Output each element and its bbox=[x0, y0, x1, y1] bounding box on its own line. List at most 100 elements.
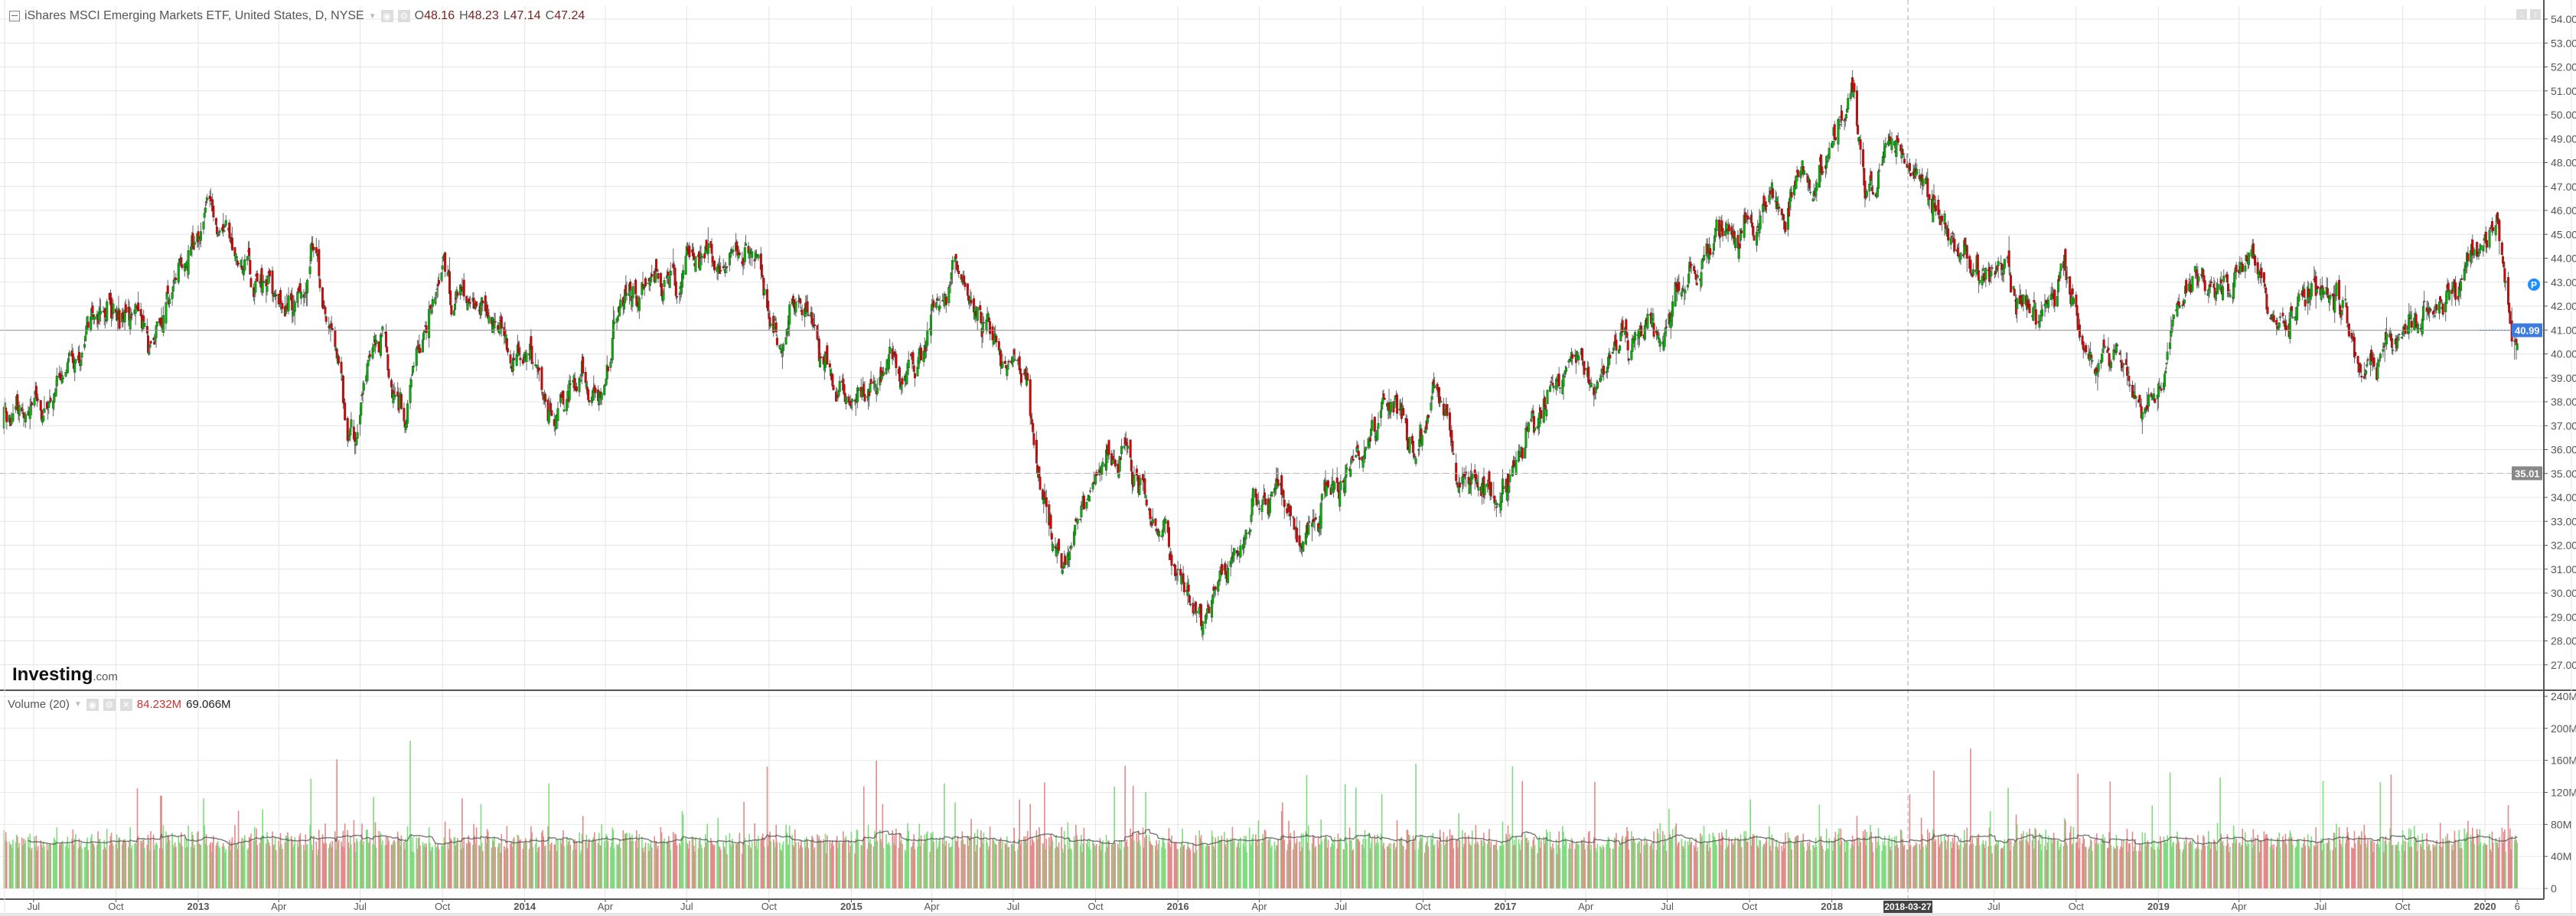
volume-bar bbox=[1841, 840, 1843, 888]
volume-bar bbox=[1402, 846, 1404, 888]
volume-bar bbox=[1264, 830, 1267, 888]
volume-bar bbox=[1821, 845, 1823, 888]
volume-bar bbox=[1453, 848, 1454, 888]
candle-body bbox=[1085, 502, 1088, 509]
volume-bar bbox=[2203, 835, 2204, 888]
volume-bar bbox=[1308, 825, 1309, 888]
volume-bar bbox=[422, 845, 425, 888]
volume-bar bbox=[174, 846, 177, 888]
candle-body bbox=[775, 337, 778, 345]
volume-bar bbox=[2473, 836, 2474, 888]
volume-bar bbox=[970, 835, 971, 888]
volume-bar bbox=[116, 834, 118, 888]
candle-body bbox=[724, 269, 727, 274]
volume-bar bbox=[655, 841, 657, 888]
candle-body bbox=[83, 344, 86, 348]
candle-body bbox=[629, 281, 632, 291]
volume-bar bbox=[2458, 830, 2460, 888]
volume-bar bbox=[2370, 840, 2372, 888]
volume-bar bbox=[1475, 843, 1478, 888]
volume-bar bbox=[1606, 844, 1607, 888]
volume-bar bbox=[898, 847, 900, 888]
volume-bar bbox=[2309, 849, 2310, 888]
volume-bar bbox=[2271, 844, 2273, 888]
volume-bar bbox=[31, 847, 33, 888]
volume-bar bbox=[1788, 837, 1790, 888]
volume-bar bbox=[1658, 842, 1660, 888]
candle-body bbox=[1765, 205, 1768, 207]
volume-bar bbox=[650, 841, 652, 888]
volume-bar bbox=[901, 839, 902, 888]
volume-bar bbox=[391, 844, 393, 888]
volume-bar bbox=[1452, 835, 1453, 888]
volume-bar bbox=[1268, 839, 1270, 888]
volume-bar bbox=[586, 848, 589, 888]
volume-bar bbox=[786, 832, 788, 888]
volume-bar bbox=[1796, 835, 1798, 888]
volume-bar bbox=[1505, 833, 1507, 888]
volume-bar bbox=[2446, 840, 2447, 888]
volume-bar bbox=[1294, 844, 1296, 888]
volume-bar bbox=[2028, 845, 2030, 888]
grid bbox=[0, 6, 2544, 899]
volume-bar bbox=[2434, 844, 2436, 888]
volume-bar bbox=[438, 849, 440, 888]
volume-bar bbox=[1012, 843, 1013, 888]
volume-bar bbox=[86, 843, 87, 888]
volume-bar bbox=[876, 840, 879, 888]
volume-bar bbox=[1631, 831, 1632, 888]
volume-bar bbox=[1540, 839, 1542, 888]
volume-bar bbox=[1574, 849, 1576, 888]
volume-bar bbox=[563, 846, 565, 888]
volume-bar bbox=[606, 835, 608, 888]
volume-bar bbox=[944, 845, 946, 888]
candle-body bbox=[556, 408, 559, 422]
volume-bar bbox=[675, 834, 677, 888]
volume-bar bbox=[2031, 839, 2033, 888]
candle-body bbox=[1430, 403, 1433, 411]
volume-bar bbox=[1744, 836, 1746, 888]
volume-bar bbox=[1932, 829, 1934, 888]
volume-bar bbox=[1139, 840, 1140, 888]
volume-bar bbox=[293, 844, 295, 888]
volume-bar bbox=[93, 843, 95, 888]
volume-bar bbox=[672, 832, 674, 888]
volume-bar bbox=[817, 839, 819, 888]
volume-bar bbox=[823, 839, 824, 888]
volume-bar bbox=[861, 845, 863, 888]
volume-bar bbox=[2499, 836, 2500, 888]
volume-bar bbox=[2151, 805, 2154, 888]
volume-bar bbox=[2145, 846, 2147, 888]
volume-bar bbox=[1356, 834, 1358, 888]
volume-bar bbox=[2015, 814, 2017, 888]
volume-bar bbox=[1283, 834, 1284, 888]
volume-bar bbox=[706, 823, 708, 888]
volume-bar bbox=[536, 852, 538, 888]
volume-bar bbox=[1389, 848, 1391, 888]
volume-bar bbox=[2448, 839, 2450, 888]
candle-body bbox=[1143, 478, 1146, 495]
volume-bar bbox=[945, 840, 947, 888]
volume-bar bbox=[760, 840, 762, 888]
candle-body bbox=[1558, 387, 1561, 389]
volume-bar bbox=[1061, 848, 1064, 888]
volume-bar bbox=[1890, 849, 1892, 888]
volume-bar bbox=[290, 836, 292, 888]
volume-bar bbox=[935, 839, 937, 888]
candle-body bbox=[1809, 191, 1812, 194]
volume-bar bbox=[941, 839, 944, 888]
volume-bar bbox=[1885, 845, 1886, 888]
candle-body bbox=[481, 300, 484, 304]
volume-bar bbox=[2464, 828, 2466, 888]
candle-body bbox=[243, 259, 246, 271]
volume-bar bbox=[1351, 840, 1352, 888]
volume-bar bbox=[1449, 839, 1452, 888]
volume-bar bbox=[423, 843, 426, 888]
volume-bar bbox=[1487, 840, 1489, 888]
volume-bar bbox=[1547, 832, 1548, 888]
volume-bar bbox=[1959, 845, 1961, 888]
volume-bar bbox=[1984, 840, 1987, 888]
candle-body bbox=[1182, 582, 1185, 592]
volume-bar bbox=[585, 834, 588, 888]
